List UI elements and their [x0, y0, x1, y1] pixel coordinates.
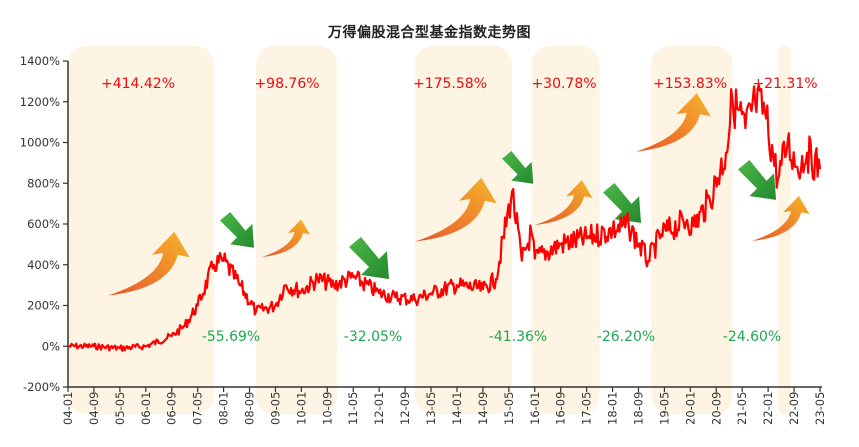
chart-title: 万得偏股混合型基金指数走势图: [328, 25, 531, 41]
rise-label: +30.78%: [531, 76, 596, 92]
decline-arrow-icon: [603, 183, 641, 223]
axes: -200% 0% 200% 400% 600% 800% 1000% 1200% 1400% 04…: [20, 54, 827, 425]
rise-arrow-icon: [535, 180, 593, 225]
y-tick-label: 1400%: [20, 54, 60, 68]
x-tick-label: 06-09: [165, 392, 179, 425]
decline-label: -26.20%: [597, 329, 655, 345]
decline-label: -24.60%: [723, 329, 781, 345]
shaded-periods: [68, 46, 791, 414]
x-tick-label: 16-01: [528, 392, 542, 425]
x-tick-label: 10-09: [320, 392, 334, 425]
x-tick-label: 23-05: [813, 392, 827, 425]
decline-label: -55.69%: [202, 329, 260, 345]
decline-label: -32.05%: [344, 329, 402, 345]
y-tick-label: 1200%: [20, 95, 60, 109]
x-tick-label: 14-01: [450, 392, 464, 425]
y-tick-label: 0%: [42, 339, 60, 353]
decline-label: -41.36%: [489, 329, 547, 345]
trend-arrows: [108, 93, 810, 296]
x-tick-label: 19-05: [657, 392, 671, 425]
decline-arrow-icon: [738, 160, 776, 200]
x-tick-label: 08-01: [217, 392, 231, 425]
x-tick-label: 14-09: [476, 392, 490, 425]
rise-arrow-icon: [262, 219, 310, 257]
rise-label: +98.76%: [254, 76, 319, 92]
x-tick-label: 18-01: [606, 392, 620, 425]
x-tick-label: 04-09: [87, 392, 101, 425]
x-tick-label: 09-05: [268, 392, 282, 425]
decline-arrow-icon: [502, 151, 534, 184]
x-tick-label: 12-09: [398, 392, 412, 425]
x-tick-label: 17-05: [580, 392, 594, 425]
shaded-period-band: [68, 46, 214, 414]
x-tick-label: 12-01: [372, 392, 386, 425]
x-tick-label: 21-05: [735, 392, 749, 425]
y-tick-label: 600%: [27, 217, 60, 231]
x-tick-label: 05-05: [113, 392, 127, 425]
x-tick-label: 13-05: [424, 392, 438, 425]
rise-arrow-icon: [108, 231, 190, 296]
decline-arrow-icon: [349, 237, 389, 279]
rise-label: +175.58%: [413, 76, 487, 92]
rise-arrow-icon: [752, 196, 810, 241]
rise-arrow-icon: [636, 93, 711, 152]
x-tick-label: 16-09: [554, 392, 568, 425]
x-tick-label: 20-01: [683, 392, 697, 425]
decline-arrow-icon: [220, 212, 254, 248]
y-tick-label: 800%: [27, 176, 60, 190]
rise-arrow-icon: [415, 177, 497, 242]
rise-label: +414.42%: [101, 76, 175, 92]
x-tick-label: 07-05: [191, 392, 205, 425]
x-tick-label: 18-09: [631, 392, 645, 425]
x-tick-label: 10-01: [294, 392, 308, 425]
x-tick-label: 06-01: [139, 392, 153, 425]
period-labels: +414.42% +98.76% +175.58% +30.78% +153.83% +2…: [101, 76, 818, 345]
shaded-period-band: [414, 46, 513, 414]
x-tick-label: 15-05: [502, 392, 516, 425]
x-tick-label: 20-09: [709, 392, 723, 425]
x-tick-label: 22-09: [787, 392, 801, 425]
rise-label: +21.31%: [752, 76, 817, 92]
x-tick-label: 22-01: [761, 392, 775, 425]
x-tick-label: 08-09: [243, 392, 257, 425]
x-tick-label: 11-05: [346, 392, 360, 425]
shaded-period-band: [531, 46, 600, 414]
y-tick-label: 200%: [27, 299, 60, 313]
y-tick-label: 1000%: [20, 136, 60, 150]
index-line: [67, 84, 822, 352]
x-tick-label: 04-01: [61, 392, 75, 425]
rise-label: +153.83%: [653, 76, 727, 92]
y-tick-label: -200%: [23, 380, 60, 394]
y-tick-label: 400%: [27, 258, 60, 272]
